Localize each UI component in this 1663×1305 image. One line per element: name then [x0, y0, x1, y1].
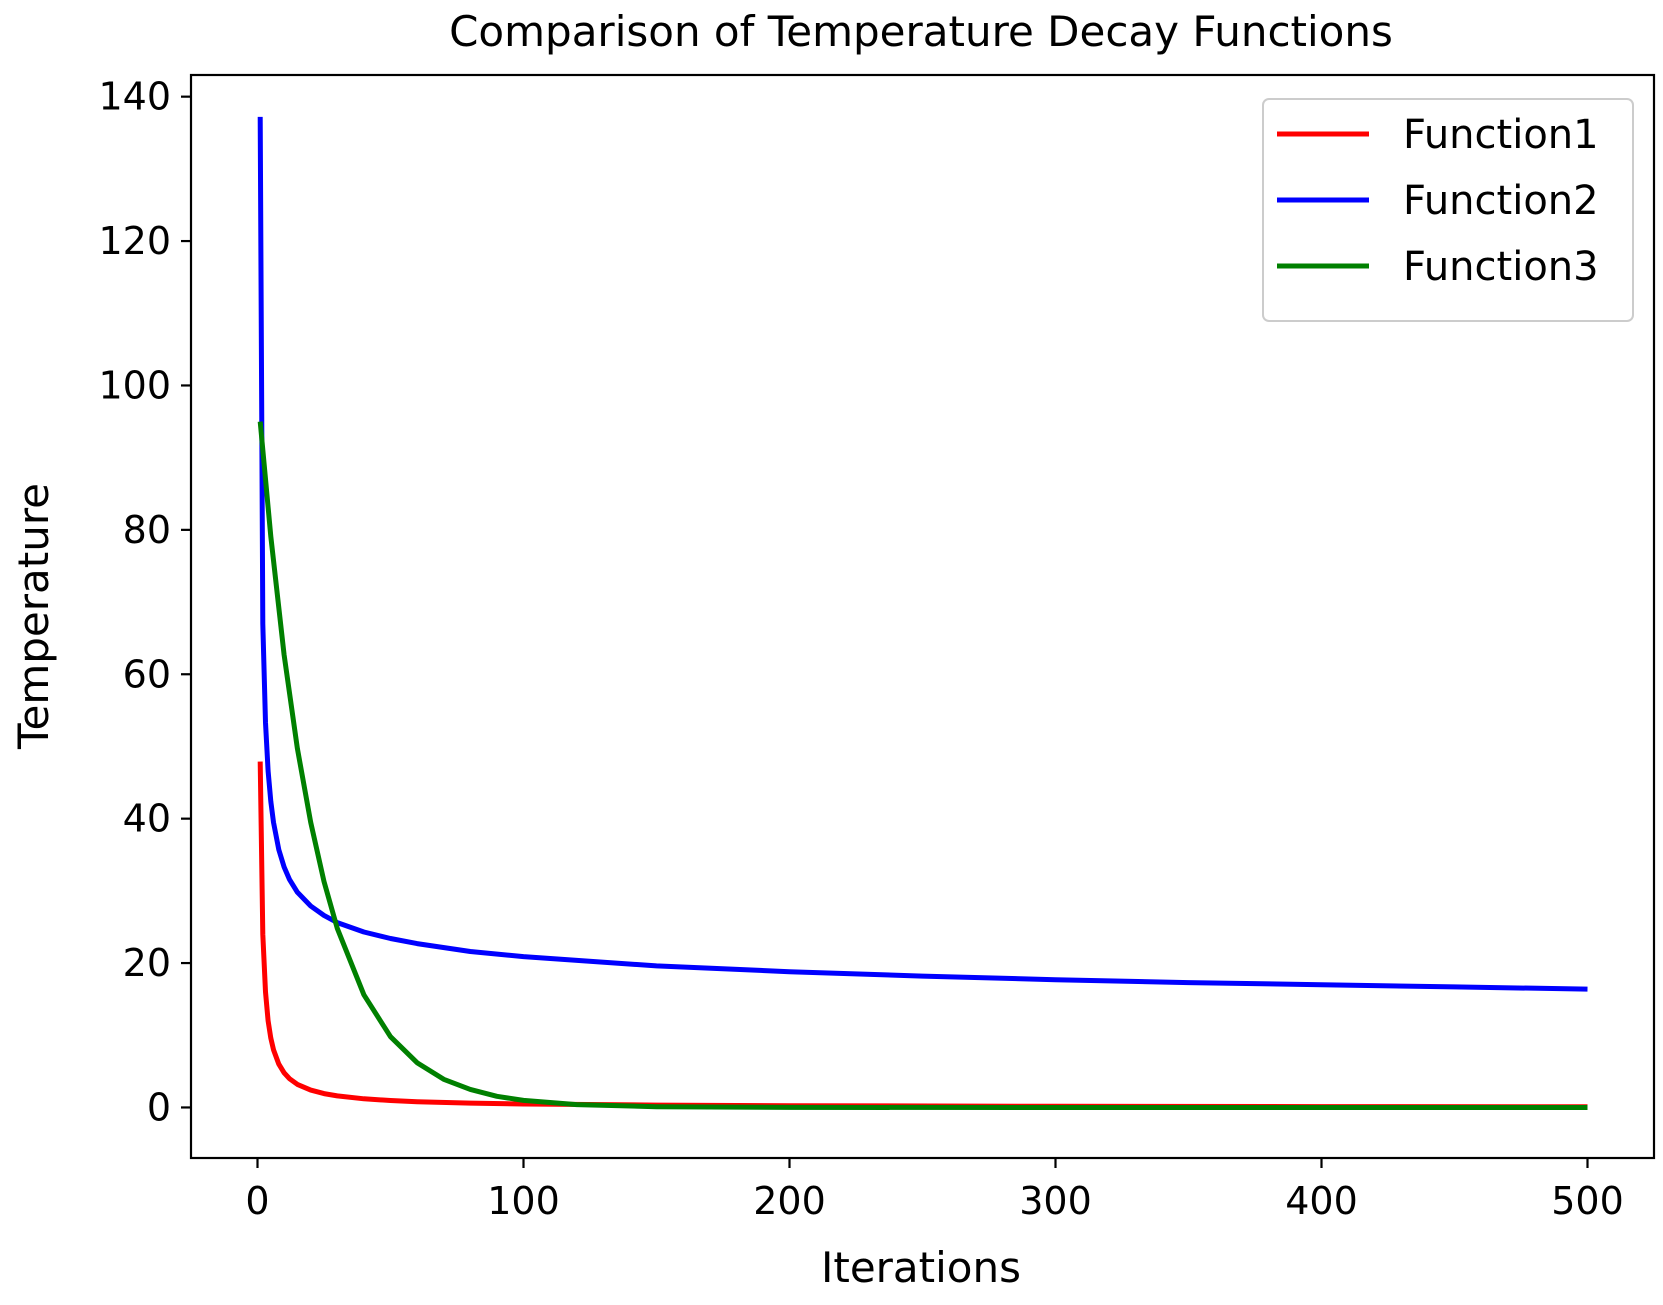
legend-label: Function2 — [1403, 178, 1599, 224]
x-tick-label: 100 — [487, 1179, 560, 1223]
x-tick-label: 0 — [245, 1179, 269, 1223]
x-tick-label: 500 — [1551, 1179, 1624, 1223]
x-tick-label: 200 — [753, 1179, 826, 1223]
legend: Function1 Function2 Function3 — [1262, 98, 1634, 322]
y-tick-label: 20 — [123, 941, 171, 985]
y-tick-label: 140 — [98, 75, 171, 119]
x-tick-label: 400 — [1285, 1179, 1358, 1223]
series-line-function1 — [257, 761, 1588, 1110]
x-axis: 0 100 200 300 400 500 — [245, 1158, 1624, 1223]
legend-label: Function3 — [1403, 244, 1599, 290]
y-axis: 0 20 40 60 80 100 120 140 — [98, 75, 191, 1129]
series-line-function2 — [257, 116, 1588, 992]
legend-label: Function1 — [1403, 112, 1599, 158]
plot-area — [257, 116, 1588, 1110]
series-line-function3 — [257, 421, 1588, 1110]
y-tick-label: 0 — [147, 1085, 171, 1129]
chart-title: Comparison of Temperature Decay Function… — [449, 7, 1393, 56]
axes-frame — [189, 73, 1656, 1160]
y-tick-label: 80 — [123, 508, 171, 552]
y-tick-label: 120 — [98, 219, 171, 263]
y-tick-label: 60 — [123, 652, 171, 696]
x-axis-title: Iterations — [821, 1243, 1021, 1292]
y-axis-title: Temperature — [9, 483, 58, 750]
y-tick-label: 100 — [98, 363, 171, 407]
x-tick-label: 300 — [1019, 1179, 1092, 1223]
y-tick-label: 40 — [123, 797, 171, 841]
